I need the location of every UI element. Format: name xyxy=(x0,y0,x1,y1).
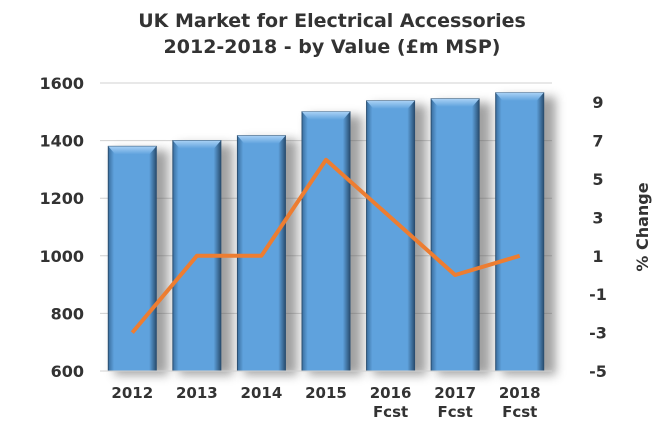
right-axis-tick-label: -3 xyxy=(589,324,607,343)
left-axis-tick-label: 1600 xyxy=(39,74,84,93)
category-label: 2017 xyxy=(434,384,476,402)
bar xyxy=(495,92,545,372)
right-axis-tick-label: 7 xyxy=(592,132,603,151)
bar-bevel xyxy=(108,146,157,155)
chart-title-line-1: UK Market for Electrical Accessories xyxy=(138,10,526,32)
category-label: Fcst xyxy=(438,403,473,421)
bar xyxy=(301,111,351,372)
category-label: 2018 xyxy=(499,384,541,402)
bar-bevel xyxy=(302,111,350,120)
left-axis-tick-label: 800 xyxy=(51,304,84,323)
category-label: 2013 xyxy=(176,384,218,402)
right-axis-tick-label: -5 xyxy=(589,362,607,381)
chart-title-line-2: 2012-2018 - by Value (£m MSP) xyxy=(163,36,501,58)
bar xyxy=(107,145,157,372)
right-axis-label: % Change xyxy=(633,182,652,271)
category-label: Fcst xyxy=(502,403,537,421)
bar-bevel xyxy=(431,98,480,107)
left-axis-tick-label: 1000 xyxy=(39,247,84,266)
bar-bevel xyxy=(495,92,544,101)
left-axis-tick-label: 600 xyxy=(51,362,84,381)
category-label: 2015 xyxy=(305,384,347,402)
percent-change-line xyxy=(130,157,521,334)
left-axis-tick-label: 1200 xyxy=(39,189,84,208)
bar-bevel xyxy=(172,140,221,149)
right-axis-tick-label: 1 xyxy=(592,247,603,266)
category-label: 2016 xyxy=(370,384,412,402)
left-axis-tick-label: 1400 xyxy=(39,132,84,151)
right-axis-tick-label: -1 xyxy=(589,285,607,304)
right-axis-tick-label: 3 xyxy=(592,208,603,227)
bar-bevel xyxy=(366,100,415,109)
right-axis-tick-label: 9 xyxy=(592,93,603,112)
category-label: Fcst xyxy=(373,403,408,421)
bar xyxy=(366,100,416,372)
category-label: 2014 xyxy=(241,384,283,402)
bar-bevel xyxy=(237,135,286,144)
bar xyxy=(430,98,480,372)
right-axis-tick-label: 5 xyxy=(592,170,603,189)
category-label: 2012 xyxy=(111,384,153,402)
